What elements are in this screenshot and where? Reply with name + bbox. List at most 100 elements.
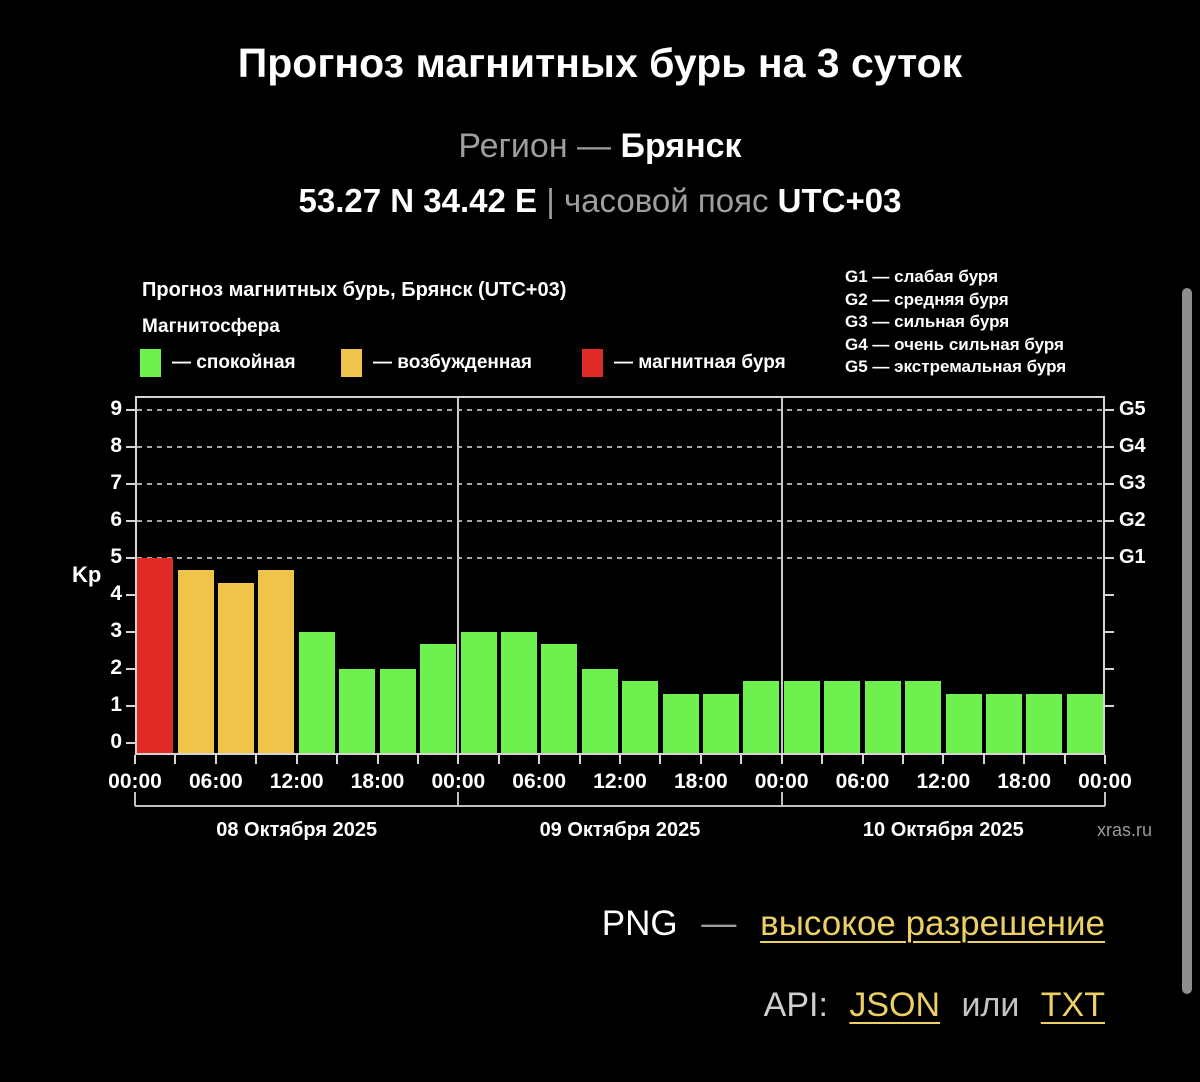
x-axis-tick [1104, 755, 1106, 764]
x-axis-tick [336, 755, 339, 764]
date-bracket [135, 805, 1105, 807]
right-axis-tick [1105, 594, 1114, 596]
y-axis-label: Kp [72, 562, 102, 587]
y-axis-tick [126, 705, 135, 707]
x-axis-tick [942, 755, 945, 764]
y-axis-tick [126, 483, 135, 485]
kp-bar [1026, 693, 1063, 753]
legend-item-storm: — магнитная буря [582, 348, 786, 378]
x-axis-tick [740, 755, 743, 764]
kp-bar [258, 570, 295, 753]
time-label: 12:00 [593, 770, 647, 793]
txt-link[interactable]: TXT [1040, 986, 1105, 1024]
x-axis-tick [1063, 755, 1066, 764]
x-axis-tick [134, 755, 136, 764]
legend-item-quiet: — спокойная [140, 348, 296, 378]
kp-bar [1066, 693, 1103, 753]
g-tick-label: G1 [1119, 546, 1146, 568]
time-label: 00:00 [108, 770, 162, 793]
timezone-value: UTC+03 [777, 182, 902, 219]
right-axis-tick [1105, 483, 1114, 485]
time-label: 18:00 [997, 770, 1052, 793]
kp-bar [945, 693, 982, 753]
plot-frame-bottom [135, 753, 1105, 755]
kp-bar [985, 693, 1022, 753]
x-axis-tick [376, 755, 379, 764]
kp-bar [662, 693, 699, 753]
plot-frame-right [1103, 396, 1105, 755]
kp-bar [703, 693, 740, 753]
region-dash: — [577, 127, 612, 165]
y-axis-tick [126, 594, 135, 596]
y-tick-label: 6 [110, 508, 122, 531]
kp-bar [379, 669, 416, 753]
g-scale-line: G4 — очень сильная буря [845, 334, 1064, 354]
high-resolution-link[interactable]: высокое разрешение [760, 904, 1105, 943]
png-download-row: PNG — высокое разрешение [0, 904, 1105, 944]
x-axis-tick [295, 755, 298, 764]
kp-bar [905, 681, 942, 753]
g-tick-label: G2 [1119, 509, 1146, 531]
api-links-row: API: JSON или TXT [0, 986, 1105, 1025]
date-bracket-tick [1104, 792, 1106, 806]
x-axis-tick [255, 755, 258, 764]
x-axis-tick [901, 755, 904, 764]
x-axis-tick [619, 755, 621, 764]
gridline-kp6 [137, 520, 1103, 522]
chart-title: Прогноз магнитных бурь, Брянск (UTC+03) [142, 279, 567, 301]
date-bracket-tick [780, 792, 783, 806]
y-tick-label: 8 [110, 434, 122, 457]
legend-label-excited: — возбужденная [373, 352, 533, 373]
time-label: 06:00 [188, 770, 243, 793]
day-separator [457, 398, 460, 753]
right-axis-tick [1105, 668, 1114, 670]
time-label: 12:00 [269, 770, 324, 793]
time-label: 18:00 [673, 770, 728, 793]
timezone-label: часовой пояс [563, 182, 769, 219]
kp-bar [783, 681, 820, 753]
json-link[interactable]: JSON [849, 986, 941, 1024]
coords-line: 53.27 N 34.42 E | часовой пояс UTC+03 [0, 182, 1200, 220]
legend-swatch-excited [341, 349, 362, 377]
time-label: 00:00 [754, 770, 809, 793]
y-axis-tick [126, 446, 135, 448]
gridline-kp7 [137, 483, 1103, 485]
g-scale-line: G1 — слабая буря [845, 267, 999, 286]
y-tick-label: 4 [110, 582, 122, 605]
region-line: Регион — Брянск [0, 127, 1200, 166]
legend-swatch-storm [582, 349, 603, 377]
time-label: 00:00 [1078, 770, 1132, 793]
y-tick-label: 9 [110, 397, 122, 420]
kp-bar [541, 644, 578, 753]
y-tick-label: 0 [110, 730, 122, 753]
y-tick-label: 7 [110, 471, 122, 494]
y-axis-tick [126, 742, 135, 744]
y-tick-label: 3 [110, 619, 122, 642]
g-scale-legend: G1 — слабая буря G2 — средняя буря G3 — си… [845, 266, 1066, 379]
legend-label-quiet: — спокойная [172, 352, 296, 373]
legend-swatch-quiet [140, 349, 161, 377]
x-axis-tick [821, 755, 824, 764]
plot-frame-top [135, 396, 1105, 398]
x-axis-tick [780, 755, 783, 764]
date-label: 10 Октября 2025 [862, 819, 1024, 841]
coordinates: 53.27 N 34.42 E [298, 182, 538, 219]
kp-bar [500, 632, 537, 753]
y-tick-label: 5 [110, 545, 122, 568]
date-label: 08 Октября 2025 [216, 819, 378, 841]
date-label: 09 Октября 2025 [539, 819, 701, 841]
scrollbar-thumb[interactable] [1182, 288, 1192, 994]
y-axis-tick [126, 557, 135, 559]
legend-item-excited: — возбужденная [341, 348, 532, 378]
date-bracket-tick [134, 792, 136, 806]
gridline-kp9 [137, 409, 1103, 411]
kp-bar [339, 669, 376, 753]
right-axis-tick [1105, 631, 1114, 633]
g-scale-line: G5 — экстремальная буря [845, 357, 1067, 376]
day-separator [780, 398, 783, 753]
y-axis-tick [126, 409, 135, 411]
magnetosphere-label: Магнитосфера [142, 316, 280, 337]
x-axis-tick [538, 755, 541, 764]
g-tick-label: G5 [1119, 398, 1146, 420]
